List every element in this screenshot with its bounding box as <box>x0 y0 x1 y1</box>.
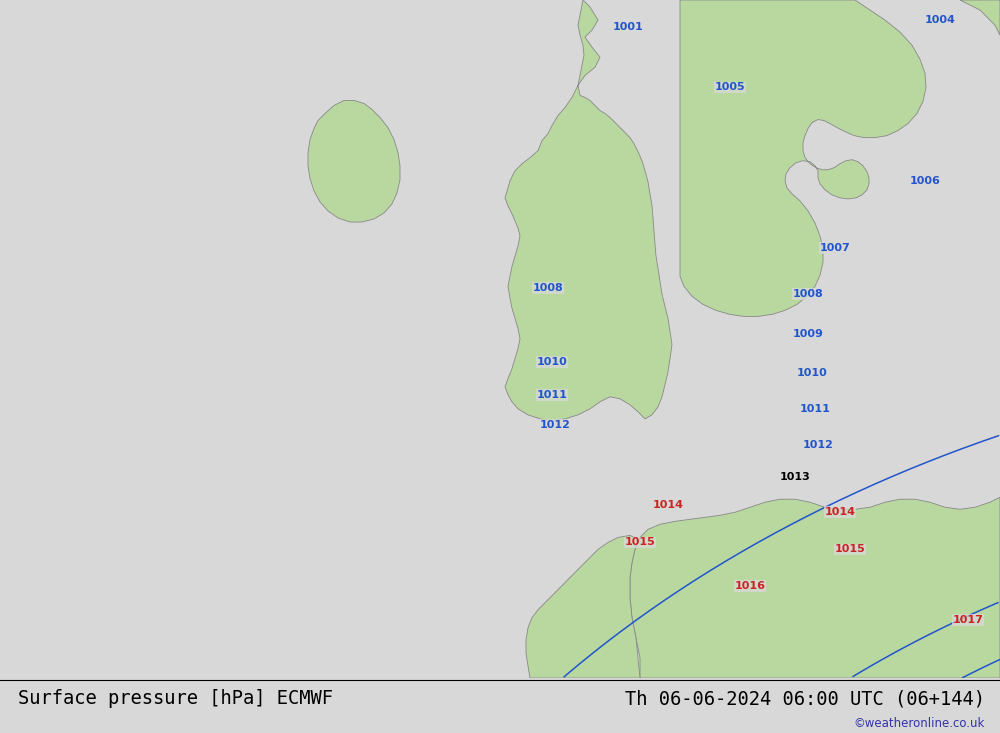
Text: 1010: 1010 <box>797 368 827 377</box>
Text: ©weatheronline.co.uk: ©weatheronline.co.uk <box>854 717 985 729</box>
Text: 1016: 1016 <box>734 581 766 591</box>
Text: 1010: 1010 <box>537 357 567 366</box>
Text: 1013: 1013 <box>780 472 810 482</box>
Polygon shape <box>526 535 640 678</box>
Text: 1009: 1009 <box>793 330 823 339</box>
Text: 1011: 1011 <box>800 404 830 414</box>
Polygon shape <box>505 0 672 421</box>
Text: 1004: 1004 <box>925 15 955 25</box>
Polygon shape <box>308 100 400 222</box>
Text: 1015: 1015 <box>835 545 865 554</box>
Text: 1008: 1008 <box>793 290 823 299</box>
Text: 1015: 1015 <box>625 537 655 548</box>
Text: 1014: 1014 <box>652 500 684 510</box>
Text: 1006: 1006 <box>910 176 940 185</box>
Polygon shape <box>630 497 1000 678</box>
Polygon shape <box>680 0 926 317</box>
Polygon shape <box>960 0 1000 35</box>
Text: 1001: 1001 <box>613 22 643 32</box>
Text: 1008: 1008 <box>533 283 563 293</box>
Text: 1017: 1017 <box>953 615 983 625</box>
Text: Surface pressure [hPa] ECMWF: Surface pressure [hPa] ECMWF <box>18 690 333 708</box>
Text: Th 06-06-2024 06:00 UTC (06+144): Th 06-06-2024 06:00 UTC (06+144) <box>625 690 985 708</box>
Text: 1011: 1011 <box>537 390 567 399</box>
Text: 1012: 1012 <box>540 420 570 430</box>
Text: 1007: 1007 <box>820 243 850 253</box>
Text: 1012: 1012 <box>803 440 833 450</box>
Text: 1005: 1005 <box>715 82 745 92</box>
Text: 1014: 1014 <box>824 507 856 517</box>
